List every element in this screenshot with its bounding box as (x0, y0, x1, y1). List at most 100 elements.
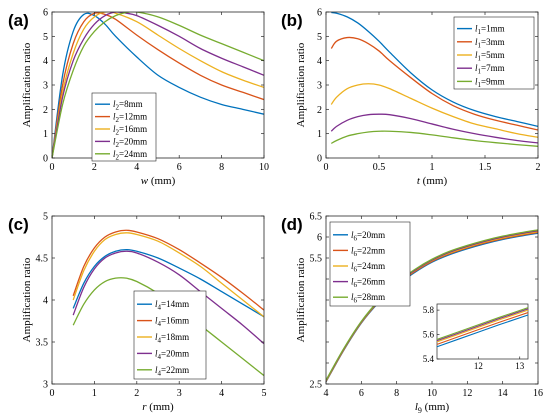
inset-series-line (436, 307, 529, 340)
y-tick-label: 5 (43, 32, 48, 43)
x-tick-label: 2 (134, 388, 139, 399)
x-axis-label: r (mm) (142, 401, 174, 413)
series-line (52, 12, 264, 158)
y-tick-label: 0 (317, 154, 322, 165)
inset-plot: 12 13 5.4 5.6 5.8 (423, 303, 529, 371)
y-axis-label: Amplification ratio (21, 42, 33, 127)
y-tick-label: 3 (43, 81, 48, 92)
series-line (72, 232, 264, 318)
x-axis-label: l9 (mm) (415, 401, 450, 415)
x-tick-label: 2 (536, 162, 541, 173)
inset-y-tick-label: 5.8 (423, 305, 435, 315)
legend-entry: l1=7mm (475, 63, 505, 76)
panel-label: (c) (8, 215, 29, 234)
series-line (72, 277, 264, 377)
panel-d: (d) 4 6 8 10 12 14 16 2.5 5.5 6 6.5 l9 (mm) Amplifica… (281, 212, 543, 415)
legend-entry: l2=16mm (113, 124, 147, 137)
x-tick-label: 5 (262, 388, 267, 399)
inset-x-tick-label: 12 (474, 361, 483, 371)
y-tick-label: 2 (43, 105, 48, 116)
x-tick-label: 4 (219, 388, 224, 399)
series-line (330, 36, 538, 131)
y-tick-label: 3.5 (36, 338, 49, 349)
legend-entry: l6=24mm (351, 261, 385, 274)
y-axis-label: Amplification ratio (21, 257, 33, 342)
y-tick-label: 6.5 (310, 212, 323, 223)
series-line (326, 229, 538, 381)
y-axis-label: Amplification ratio (295, 257, 307, 342)
series-line (52, 12, 264, 158)
y-tick-label: 4 (43, 56, 48, 67)
y-tick-label: 6 (43, 8, 48, 19)
legend: l6=20mm l6=22mm l6=24mm l6=26mm l6=28mm (329, 221, 411, 307)
inset-series-line (436, 314, 529, 348)
legend-entry: l1=1mm (475, 24, 505, 36)
legend-entry: l1=3mm (475, 37, 505, 50)
x-tick-label: 10 (259, 162, 269, 173)
legend-entry: l4=16mm (155, 316, 189, 329)
x-tick-label: 0 (50, 162, 55, 173)
inset-x-tick-label: 13 (515, 361, 525, 371)
series-line (52, 12, 264, 158)
y-tick-label: 4 (43, 296, 48, 307)
legend-entry: l4=18mm (155, 332, 189, 345)
y-tick-label: 1 (317, 129, 322, 140)
x-tick-label: 4 (134, 162, 139, 173)
y-tick-label: 2.5 (310, 380, 323, 391)
y-tick-label: 5 (43, 212, 48, 223)
y-tick-label: 3 (317, 81, 322, 92)
legend-entry: l4=20mm (155, 348, 189, 361)
x-tick-label: 8 (394, 388, 399, 399)
y-tick-label: 1 (43, 129, 48, 140)
legend-entry: l6=22mm (351, 245, 385, 258)
panel-b: (b) 0 0.5 1 1.5 2 0 1 2 3 4 5 6 t (mm) Amplification r… (281, 8, 541, 188)
series-line (330, 130, 538, 147)
y-tick-label: 3 (43, 380, 48, 391)
y-tick-label: 6 (317, 8, 322, 19)
x-axis-label: t (mm) (417, 175, 448, 187)
series-line (72, 229, 264, 311)
x-tick-label: 2 (92, 162, 97, 173)
y-axis-label: Amplification ratio (295, 42, 307, 127)
series-group (52, 12, 264, 158)
x-tick-label: 1 (430, 162, 435, 173)
series-line (52, 12, 264, 158)
inset-series-line (436, 308, 529, 342)
y-tick-label: 0 (43, 154, 48, 165)
legend-entry: l4=14mm (155, 299, 189, 312)
panel-c: (c) 0 1 2 3 4 5 3 3.5 4 4.5 5 r (mm) Amplification ra… (8, 212, 267, 414)
y-tick-label: 4.5 (36, 254, 49, 265)
y-tick-label: 6 (317, 233, 322, 244)
series-line (330, 83, 538, 138)
x-tick-label: 0 (50, 388, 55, 399)
legend-entry: l2=24mm (113, 149, 147, 162)
legend-box (329, 221, 411, 307)
y-tick-label: 5.5 (310, 254, 323, 265)
x-tick-label: 0.5 (373, 162, 386, 173)
series-line (331, 12, 538, 128)
x-tick-label: 6 (359, 388, 364, 399)
series-line (330, 113, 538, 144)
inset-y-tick-label: 5.6 (423, 330, 435, 340)
x-tick-label: 14 (498, 388, 508, 399)
inset-series-line (436, 312, 529, 345)
series-group (330, 12, 538, 147)
inset-series-line (436, 309, 529, 343)
legend-entry: l2=12mm (113, 112, 147, 125)
panel-label: (d) (281, 215, 303, 234)
x-tick-label: 6 (177, 162, 182, 173)
x-tick-label: 12 (462, 388, 472, 399)
y-tick-label: 4 (317, 56, 322, 67)
y-tick-label: 5 (317, 32, 322, 43)
series-line (72, 248, 264, 318)
x-tick-label: 16 (533, 388, 543, 399)
series-group (326, 229, 538, 383)
x-tick-label: 1 (92, 388, 97, 399)
x-axis-label: w (mm) (141, 175, 176, 187)
legend-entry: l6=26mm (351, 277, 385, 290)
x-tick-label: 0 (324, 162, 329, 173)
legend-entry: l2=8mm (113, 99, 143, 112)
